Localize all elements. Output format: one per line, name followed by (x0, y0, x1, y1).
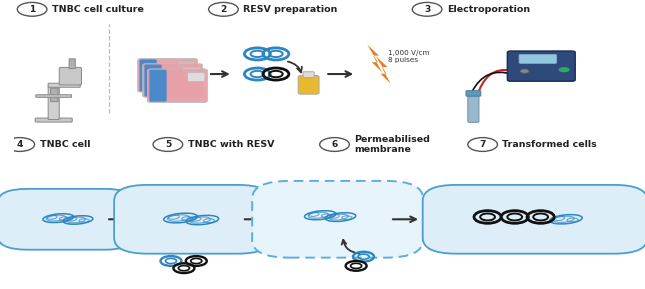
Circle shape (208, 2, 238, 16)
FancyBboxPatch shape (59, 67, 81, 85)
FancyBboxPatch shape (303, 72, 314, 77)
Text: 5: 5 (164, 140, 171, 149)
Text: 2: 2 (221, 5, 226, 14)
FancyBboxPatch shape (466, 91, 481, 96)
FancyBboxPatch shape (183, 67, 200, 76)
FancyBboxPatch shape (468, 95, 479, 122)
Text: Transformed cells: Transformed cells (502, 140, 597, 149)
FancyBboxPatch shape (114, 185, 271, 254)
FancyBboxPatch shape (144, 64, 162, 97)
Text: 3: 3 (424, 5, 430, 14)
FancyBboxPatch shape (48, 83, 80, 87)
FancyBboxPatch shape (422, 185, 645, 254)
Text: 4: 4 (17, 140, 23, 149)
FancyBboxPatch shape (519, 55, 557, 63)
Circle shape (153, 138, 183, 151)
Text: Electroporation: Electroporation (447, 5, 530, 14)
Text: 6: 6 (332, 140, 337, 149)
Polygon shape (367, 45, 382, 72)
Circle shape (412, 2, 442, 16)
Circle shape (320, 138, 350, 151)
FancyBboxPatch shape (35, 118, 72, 122)
Text: 7: 7 (479, 140, 486, 149)
FancyBboxPatch shape (50, 88, 58, 102)
Text: 8 pulses: 8 pulses (388, 57, 419, 63)
Circle shape (559, 67, 570, 72)
FancyBboxPatch shape (188, 73, 205, 81)
FancyBboxPatch shape (36, 95, 72, 97)
FancyBboxPatch shape (48, 86, 59, 119)
FancyBboxPatch shape (298, 75, 319, 94)
FancyBboxPatch shape (69, 59, 75, 68)
FancyBboxPatch shape (150, 70, 166, 102)
Text: RESV preparation: RESV preparation (243, 5, 337, 14)
FancyBboxPatch shape (178, 62, 195, 71)
Text: 1: 1 (29, 5, 35, 14)
Polygon shape (376, 56, 390, 84)
FancyBboxPatch shape (508, 51, 575, 81)
Text: TNBC cell culture: TNBC cell culture (52, 5, 144, 14)
FancyBboxPatch shape (252, 181, 423, 258)
Circle shape (468, 138, 497, 151)
Text: 1,000 V/cm: 1,000 V/cm (388, 50, 430, 56)
Circle shape (17, 2, 47, 16)
Text: TNBC cell: TNBC cell (39, 140, 90, 149)
FancyBboxPatch shape (0, 189, 134, 250)
FancyBboxPatch shape (139, 59, 157, 91)
Circle shape (521, 69, 529, 73)
FancyBboxPatch shape (143, 64, 203, 97)
Text: TNBC with RESV: TNBC with RESV (188, 140, 274, 149)
Text: Permeabilised
membrane: Permeabilised membrane (354, 135, 430, 154)
FancyBboxPatch shape (137, 58, 197, 92)
FancyBboxPatch shape (148, 69, 208, 103)
Circle shape (5, 138, 35, 151)
